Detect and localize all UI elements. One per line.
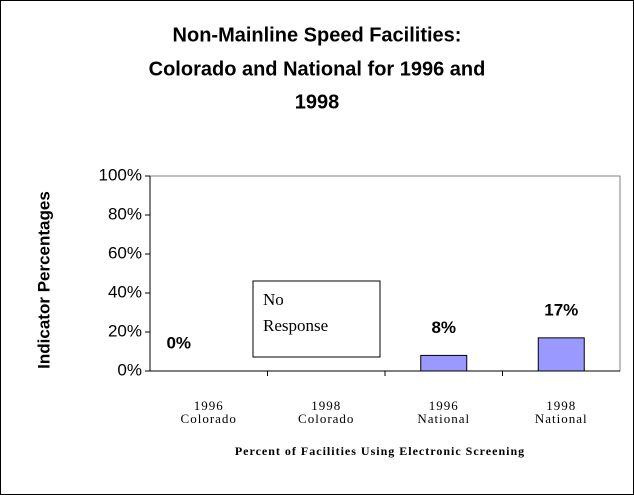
data-label: 17% <box>544 300 578 319</box>
x-tick-label: 1996 <box>429 398 459 413</box>
annotation-box <box>252 280 381 358</box>
y-tick-label: 100% <box>99 165 142 184</box>
x-tick-label: Colorado <box>181 411 237 426</box>
y-tick-label: 40% <box>108 282 142 301</box>
annotation: No <box>263 290 284 309</box>
bar <box>420 354 468 372</box>
x-tick-label: 1998 <box>546 398 576 413</box>
y-axis-label: Indicator Percentages <box>34 191 53 369</box>
x-tick-label: 1996 <box>194 398 224 413</box>
x-tick-label: 1998 <box>311 398 341 413</box>
bar <box>537 337 585 372</box>
x-tick-label: National <box>535 411 588 426</box>
annotation: Response <box>263 316 328 335</box>
chart-title: 1998 <box>295 91 340 113</box>
y-tick-label: 60% <box>108 243 142 262</box>
x-tick-label: Colorado <box>298 411 354 426</box>
chart-title: Colorado and National for 1996 and <box>149 58 486 80</box>
x-tick-label: National <box>417 411 470 426</box>
data-label: 0% <box>166 333 191 352</box>
y-tick-label: 0% <box>117 360 142 379</box>
y-tick-label: 20% <box>108 321 142 340</box>
y-tick-label: 80% <box>108 204 142 223</box>
chart-title: Non-Mainline Speed Facilities: <box>173 24 462 46</box>
x-axis-label: Percent of Facilities Using Electronic S… <box>235 444 525 458</box>
data-label: 8% <box>431 318 456 337</box>
